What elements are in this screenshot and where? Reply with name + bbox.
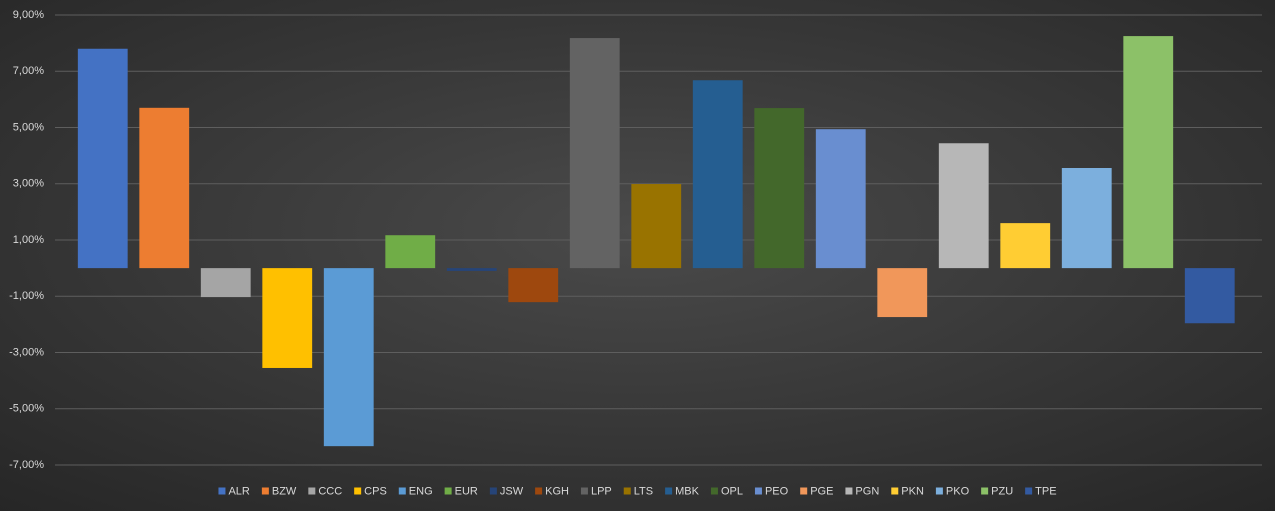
bar: [754, 108, 805, 269]
legend-item: EUR: [444, 485, 478, 497]
legend-item: ALR: [218, 485, 250, 497]
bar: [508, 268, 559, 303]
legend-swatch: [845, 487, 853, 495]
bar: [569, 38, 620, 269]
legend-swatch: [623, 487, 631, 495]
y-tick-label: -5,00%: [9, 403, 44, 415]
legend-item: MBK: [665, 485, 700, 497]
y-tick-label: 3,00%: [13, 178, 44, 190]
legend-swatch: [580, 487, 588, 495]
bar: [631, 184, 682, 269]
legend-swatch: [665, 487, 673, 495]
legend-label: PKN: [901, 485, 924, 497]
bar: [1123, 36, 1174, 269]
legend-label: LPP: [591, 485, 612, 497]
legend-swatch: [489, 487, 497, 495]
legend-swatch: [535, 487, 543, 495]
legend-swatch: [1025, 487, 1033, 495]
legend-item: CCC: [308, 485, 342, 497]
legend-swatch: [261, 487, 269, 495]
legend-label: PGE: [810, 485, 833, 497]
y-tick-label: 5,00%: [13, 121, 44, 133]
bars: [77, 36, 1235, 447]
legend-label: EUR: [455, 485, 478, 497]
legend-item: ENG: [398, 485, 433, 497]
bar: [200, 268, 251, 298]
legend-item: JSW: [489, 485, 524, 497]
y-tick-label: -1,00%: [9, 290, 44, 302]
legend-label: PKO: [946, 485, 970, 497]
legend-item: BZW: [261, 485, 297, 497]
legend-label: PGN: [855, 485, 879, 497]
legend-item: PKN: [891, 485, 924, 497]
bar: [323, 268, 374, 447]
legend-label: ALR: [228, 485, 249, 497]
legend-swatch: [981, 487, 989, 495]
legend-label: MBK: [675, 485, 700, 497]
legend-item: PZU: [981, 485, 1013, 497]
bar: [938, 143, 989, 269]
bar: [1184, 268, 1235, 324]
legend-label: ENG: [409, 485, 433, 497]
bar: [262, 268, 313, 368]
legend-swatch: [308, 487, 316, 495]
bar: [1061, 168, 1112, 269]
y-tick-label: -7,00%: [9, 459, 44, 471]
legend-swatch: [800, 487, 808, 495]
bar: [1000, 223, 1051, 269]
legend-label: JSW: [500, 485, 524, 497]
legend-label: OPL: [721, 485, 743, 497]
bar: [385, 235, 436, 269]
legend-label: BZW: [272, 485, 297, 497]
bar: [77, 48, 128, 269]
legend-swatch: [398, 487, 406, 495]
bar: [692, 80, 743, 269]
legend-label: TPE: [1035, 485, 1056, 497]
legend-label: KGH: [545, 485, 569, 497]
bar: [815, 129, 866, 269]
y-tick-label: 1,00%: [13, 234, 44, 246]
legend-swatch: [354, 487, 362, 495]
legend-swatch: [891, 487, 899, 495]
legend-item: TPE: [1025, 485, 1057, 497]
legend-item: LTS: [623, 485, 653, 497]
bar: [446, 268, 497, 271]
legend-label: CCC: [318, 485, 342, 497]
legend-item: CPS: [354, 485, 387, 497]
y-tick-label: -3,00%: [9, 346, 44, 358]
bar: [139, 107, 190, 269]
legend-item: LPP: [580, 485, 612, 497]
legend-swatch: [218, 487, 226, 495]
legend: ALR BZW CCC CPS ENG EUR JSW KGH LPP LTS MBK OPL PEO P…: [218, 485, 1057, 497]
legend-label: PEO: [765, 485, 789, 497]
legend-swatch: [935, 487, 943, 495]
legend-swatch: [754, 487, 762, 495]
legend-item: OPL: [710, 485, 743, 497]
legend-item: PGN: [845, 485, 879, 497]
legend-label: CPS: [364, 485, 387, 497]
legend-label: PZU: [991, 485, 1013, 497]
legend-item: PKO: [935, 485, 970, 497]
legend-label: LTS: [634, 485, 653, 497]
legend-swatch: [444, 487, 452, 495]
legend-item: KGH: [535, 485, 569, 497]
y-tick-label: 7,00%: [13, 65, 44, 77]
legend-item: PEO: [754, 485, 789, 497]
y-tick-label: 9,00%: [13, 9, 44, 21]
legend-item: PGE: [800, 485, 833, 497]
bar: [877, 268, 928, 318]
legend-swatch: [710, 487, 718, 495]
grid: -7,00% -5,00% -3,00% -1,00% 1,00% 3,00% 5,00% 7…: [9, 9, 1262, 471]
